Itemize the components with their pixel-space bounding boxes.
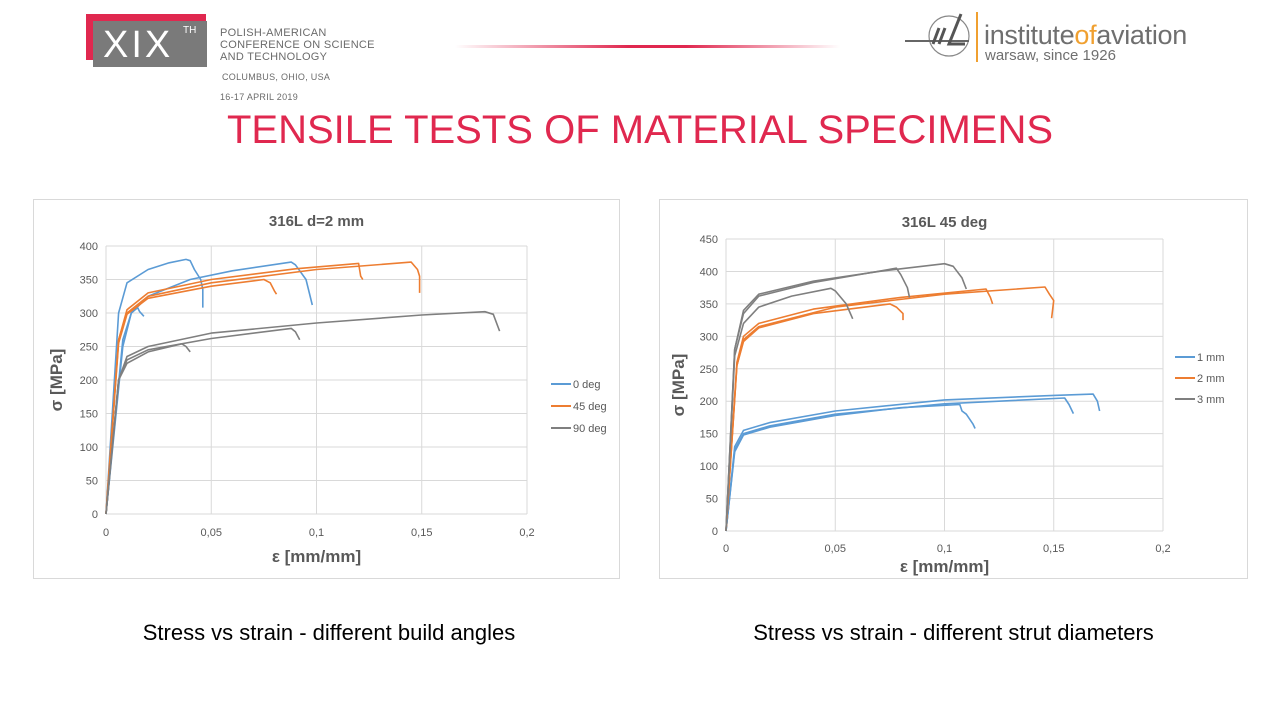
legend-label: 3 mm <box>1197 394 1225 406</box>
institute-name-part: institute <box>984 20 1075 50</box>
series-curve-3-mm <box>725 267 911 532</box>
y-tick-label: 0 <box>712 526 718 538</box>
institute-subtitle: warsaw, since 1926 <box>985 47 1116 64</box>
x-axis-label: ε [mm/mm] <box>272 547 361 566</box>
series-curve-1-mm <box>725 393 1101 532</box>
conference-logo: XIX TH <box>93 21 207 67</box>
conference-line: AND TECHNOLOGY <box>220 51 328 63</box>
chart-svg: 0 50 100 150 200 250 300 350 400 450 0 0,05 0,1 0,15 0… <box>669 214 1225 576</box>
y-tick-label: 300 <box>700 331 718 343</box>
x-tick-label: 0 <box>103 527 109 539</box>
x-tick-label: 0,05 <box>201 527 222 539</box>
y-tick-label: 250 <box>80 342 98 354</box>
conference-line: CONFERENCE ON SCIENCE <box>220 39 375 51</box>
x-tick-label: 0,15 <box>1043 543 1064 555</box>
legend-label: 0 deg <box>573 379 601 391</box>
legend-label: 2 mm <box>1197 373 1225 385</box>
institute-name: instituteofaviation <box>984 20 1187 51</box>
series-curve-1-mm <box>725 397 1075 532</box>
series-curve-90-deg <box>105 327 301 515</box>
chart-title: 316L d=2 mm <box>269 213 364 230</box>
series-curve-90-deg <box>105 310 501 515</box>
y-tick-label: 450 <box>700 234 718 246</box>
y-tick-label: 150 <box>700 429 718 441</box>
chart-build-angles: 0 50 100 150 200 250 300 350 400 0 0,05 0,1 0,15 0,2 3… <box>33 199 620 579</box>
chart-title: 316L 45 deg <box>902 214 988 231</box>
series-curve-2-mm <box>725 303 904 532</box>
legend-label: 90 deg <box>573 423 607 435</box>
x-tick-label: 0,15 <box>411 527 432 539</box>
x-tick-label: 0,2 <box>519 527 534 539</box>
y-axis-label: σ [MPa] <box>47 349 66 412</box>
x-tick-label: 0,05 <box>825 543 846 555</box>
x-tick-label: 0,1 <box>309 527 324 539</box>
caption-strut-diameters: Stress vs strain - different strut diame… <box>753 620 1154 645</box>
institute-name-part: of <box>1074 20 1097 50</box>
institute-name-part: aviation <box>1096 20 1187 50</box>
y-tick-label: 400 <box>80 241 98 253</box>
y-tick-label: 300 <box>80 308 98 320</box>
y-tick-label: 200 <box>700 396 718 408</box>
legend-label: 45 deg <box>573 401 607 413</box>
decorative-divider <box>455 45 840 48</box>
institute-emblem-icon <box>905 13 970 57</box>
series-curve-3-mm <box>725 287 854 532</box>
series-curve-90-deg <box>105 343 191 515</box>
x-tick-label: 0,2 <box>1155 543 1170 555</box>
series-curve-0-deg <box>105 306 145 515</box>
institute-logo-divider <box>976 12 978 62</box>
conference-dates: 16-17 APRIL 2019 <box>220 92 299 102</box>
y-tick-label: 350 <box>80 275 98 287</box>
y-tick-label: 0 <box>92 509 98 521</box>
chart-svg: 0 50 100 150 200 250 300 350 400 0 0,05 0,1 0,15 0,2 3… <box>47 213 607 566</box>
series-curve-45-deg <box>105 278 278 515</box>
y-tick-label: 50 <box>86 476 98 488</box>
y-tick-label: 200 <box>80 375 98 387</box>
conference-location: COLUMBUS, OHIO, USA <box>222 72 331 82</box>
logo-numeral: XIX <box>103 24 174 66</box>
conference-line: POLISH-AMERICAN <box>220 27 327 39</box>
x-axis-label: ε [mm/mm] <box>900 557 989 576</box>
legend-label: 1 mm <box>1197 352 1225 364</box>
series-curve-0-deg <box>105 261 314 515</box>
y-tick-label: 400 <box>700 266 718 278</box>
series-curve-45-deg <box>105 261 421 515</box>
x-tick-label: 0 <box>723 543 729 555</box>
y-tick-label: 350 <box>700 299 718 311</box>
y-tick-label: 100 <box>80 442 98 454</box>
series-curve-0-deg <box>105 258 204 515</box>
logo-suffix: TH <box>183 25 197 36</box>
series-curve-1-mm <box>725 403 976 532</box>
x-tick-label: 0,1 <box>937 543 952 555</box>
y-tick-label: 250 <box>700 364 718 376</box>
chart-strut-diameters: 0 50 100 150 200 250 300 350 400 450 0 0,05 0,1 0,15 0… <box>659 199 1248 579</box>
conference-name: POLISH-AMERICAN CONFERENCE ON SCIENCE AN… <box>220 27 375 63</box>
y-tick-label: 50 <box>706 494 718 506</box>
y-axis-label: σ [MPa] <box>669 354 688 417</box>
y-tick-label: 150 <box>80 409 98 421</box>
caption-build-angles: Stress vs strain - different build angle… <box>142 620 516 645</box>
slide-title: TENSILE TESTS OF MATERIAL SPECIMENS <box>226 108 1054 152</box>
y-tick-label: 100 <box>700 461 718 473</box>
